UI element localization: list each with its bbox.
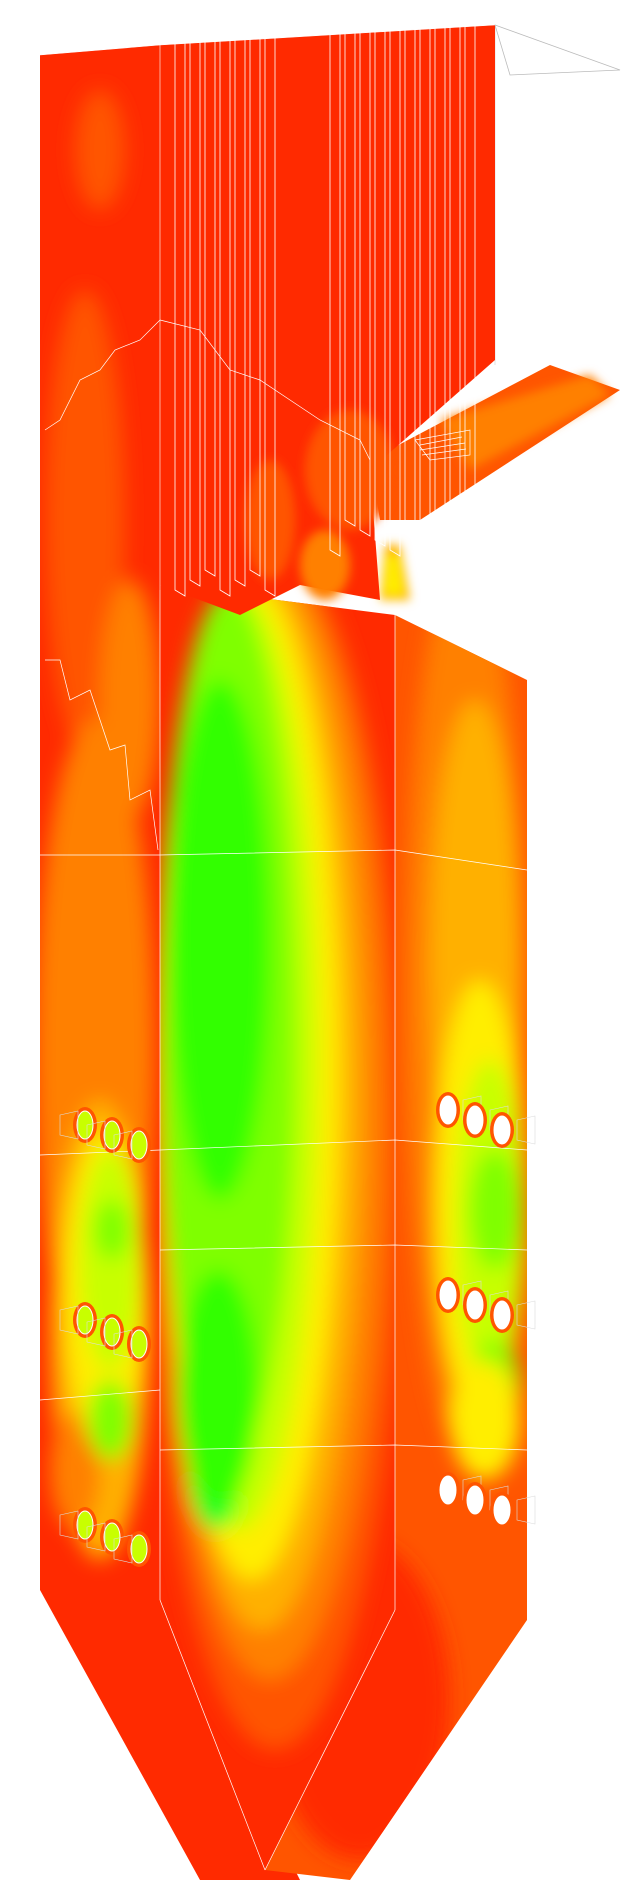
pendant-tube-outline — [174, 40, 186, 597]
burner-port — [466, 1485, 484, 1515]
burner-nozzle-outline — [113, 1329, 133, 1359]
burner-port — [130, 1329, 148, 1359]
pendant-tube-outline — [389, 29, 401, 557]
burner-port — [76, 1110, 94, 1140]
pendant-tube-outline — [189, 39, 201, 587]
burner-group-right — [436, 1092, 536, 1528]
burner-port — [103, 1522, 121, 1552]
pendant-tube-outline — [344, 32, 356, 527]
burner-port — [130, 1130, 148, 1160]
pendant-tube-outline — [404, 28, 416, 527]
burner-port — [493, 1300, 511, 1330]
burner-port — [103, 1120, 121, 1150]
burner-port — [76, 1305, 94, 1335]
rear-pass-outline — [494, 24, 621, 76]
front-furnace-wall — [160, 585, 395, 1870]
burner-port — [493, 1115, 511, 1145]
burner-port — [466, 1105, 484, 1135]
burner-nozzle-outline — [86, 1120, 106, 1150]
burner-nozzle-outline — [86, 1317, 106, 1347]
pendant-tube-outline — [234, 36, 246, 587]
pendant-tube-outline — [419, 27, 431, 537]
burner-port — [130, 1534, 148, 1564]
burner-nozzle-outline — [59, 1510, 79, 1540]
burner-port — [439, 1280, 457, 1310]
pendant-tube-outline — [329, 33, 341, 557]
burner-port — [493, 1495, 511, 1525]
right-side-wall — [265, 615, 527, 1880]
burner-nozzle-outline — [113, 1130, 133, 1160]
burner-port — [466, 1290, 484, 1320]
burner-nozzle-outline — [59, 1305, 79, 1335]
burner-nozzle-outline — [516, 1300, 536, 1330]
burner-group-left — [59, 1107, 151, 1567]
burner-port — [103, 1317, 121, 1347]
pendant-tube-outline — [359, 31, 371, 537]
burner-nozzle-outline — [516, 1495, 536, 1525]
pendant-tube-outline — [204, 38, 216, 577]
burner-nozzle-outline — [86, 1522, 106, 1552]
burner-nozzle-outline — [59, 1110, 79, 1140]
pendant-tube-outline — [464, 24, 476, 527]
burner-nozzle-outline — [516, 1115, 536, 1145]
burner-nozzle-outline — [113, 1534, 133, 1564]
pendant-tube-banks — [39, 24, 496, 615]
burner-port — [439, 1475, 457, 1505]
burner-port — [439, 1095, 457, 1125]
pendant-tube-outline — [449, 25, 461, 557]
rear-pass — [370, 24, 621, 600]
pendant-tube-outline — [264, 34, 276, 597]
pendant-tube-outline — [249, 35, 261, 577]
pendant-tube-outline — [374, 30, 386, 547]
pendant-tube-outline — [434, 26, 446, 547]
economizer-coil — [414, 429, 471, 461]
pendant-tube-outline — [219, 37, 231, 597]
burner-port — [76, 1510, 94, 1540]
